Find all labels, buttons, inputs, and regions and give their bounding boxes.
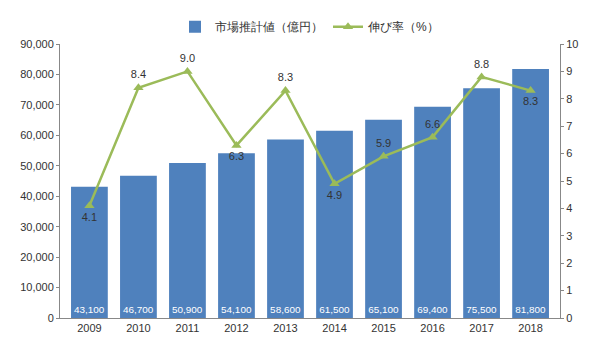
svg-text:2015: 2015	[371, 322, 395, 334]
svg-text:2009: 2009	[77, 322, 101, 334]
svg-text:2014: 2014	[322, 322, 346, 334]
svg-text:6: 6	[566, 147, 572, 159]
svg-text:50,000: 50,000	[20, 160, 54, 172]
svg-text:3: 3	[566, 230, 572, 242]
svg-text:9.0: 9.0	[180, 52, 195, 64]
svg-text:0: 0	[48, 312, 54, 324]
svg-text:市場推計値（億円）: 市場推計値（億円）	[215, 20, 323, 34]
svg-text:7: 7	[566, 120, 572, 132]
svg-text:54,100: 54,100	[221, 304, 252, 315]
svg-text:1: 1	[566, 284, 572, 296]
svg-text:20,000: 20,000	[20, 251, 54, 263]
svg-text:9: 9	[566, 65, 572, 77]
svg-text:2018: 2018	[518, 322, 542, 334]
svg-text:6.3: 6.3	[229, 150, 244, 162]
svg-text:69,400: 69,400	[417, 304, 448, 315]
svg-text:90,000: 90,000	[20, 38, 54, 50]
svg-text:70,000: 70,000	[20, 99, 54, 111]
svg-text:2013: 2013	[273, 322, 297, 334]
svg-text:50,900: 50,900	[172, 304, 203, 315]
svg-text:30,000: 30,000	[20, 221, 54, 233]
svg-text:2011: 2011	[176, 322, 200, 334]
svg-text:2016: 2016	[420, 322, 444, 334]
svg-text:0: 0	[566, 312, 572, 324]
svg-text:40,000: 40,000	[20, 190, 54, 202]
svg-text:2017: 2017	[469, 322, 493, 334]
svg-text:80,000: 80,000	[20, 68, 54, 80]
svg-text:4.9: 4.9	[327, 189, 342, 201]
svg-text:10: 10	[566, 38, 578, 50]
svg-text:伸び率（%）: 伸び率（%）	[367, 20, 439, 34]
svg-text:10,000: 10,000	[20, 281, 54, 293]
svg-text:60,000: 60,000	[20, 129, 54, 141]
svg-text:8.3: 8.3	[523, 95, 538, 107]
svg-text:81,800: 81,800	[515, 304, 546, 315]
svg-text:43,100: 43,100	[74, 304, 105, 315]
svg-text:46,700: 46,700	[123, 304, 154, 315]
svg-text:8.8: 8.8	[474, 58, 489, 70]
svg-text:2: 2	[566, 257, 572, 269]
svg-text:61,500: 61,500	[319, 304, 350, 315]
svg-text:8.3: 8.3	[278, 71, 293, 83]
svg-text:6.6: 6.6	[425, 118, 440, 130]
svg-text:4: 4	[566, 202, 572, 214]
svg-text:8.4: 8.4	[131, 68, 146, 80]
svg-text:5: 5	[566, 175, 572, 187]
svg-text:2012: 2012	[224, 322, 248, 334]
svg-text:2010: 2010	[126, 322, 150, 334]
svg-text:75,500: 75,500	[466, 304, 497, 315]
svg-text:4.1: 4.1	[82, 211, 97, 223]
svg-text:5.9: 5.9	[376, 137, 391, 149]
svg-text:58,600: 58,600	[270, 304, 301, 315]
svg-text:8: 8	[566, 93, 572, 105]
svg-text:65,100: 65,100	[368, 304, 399, 315]
